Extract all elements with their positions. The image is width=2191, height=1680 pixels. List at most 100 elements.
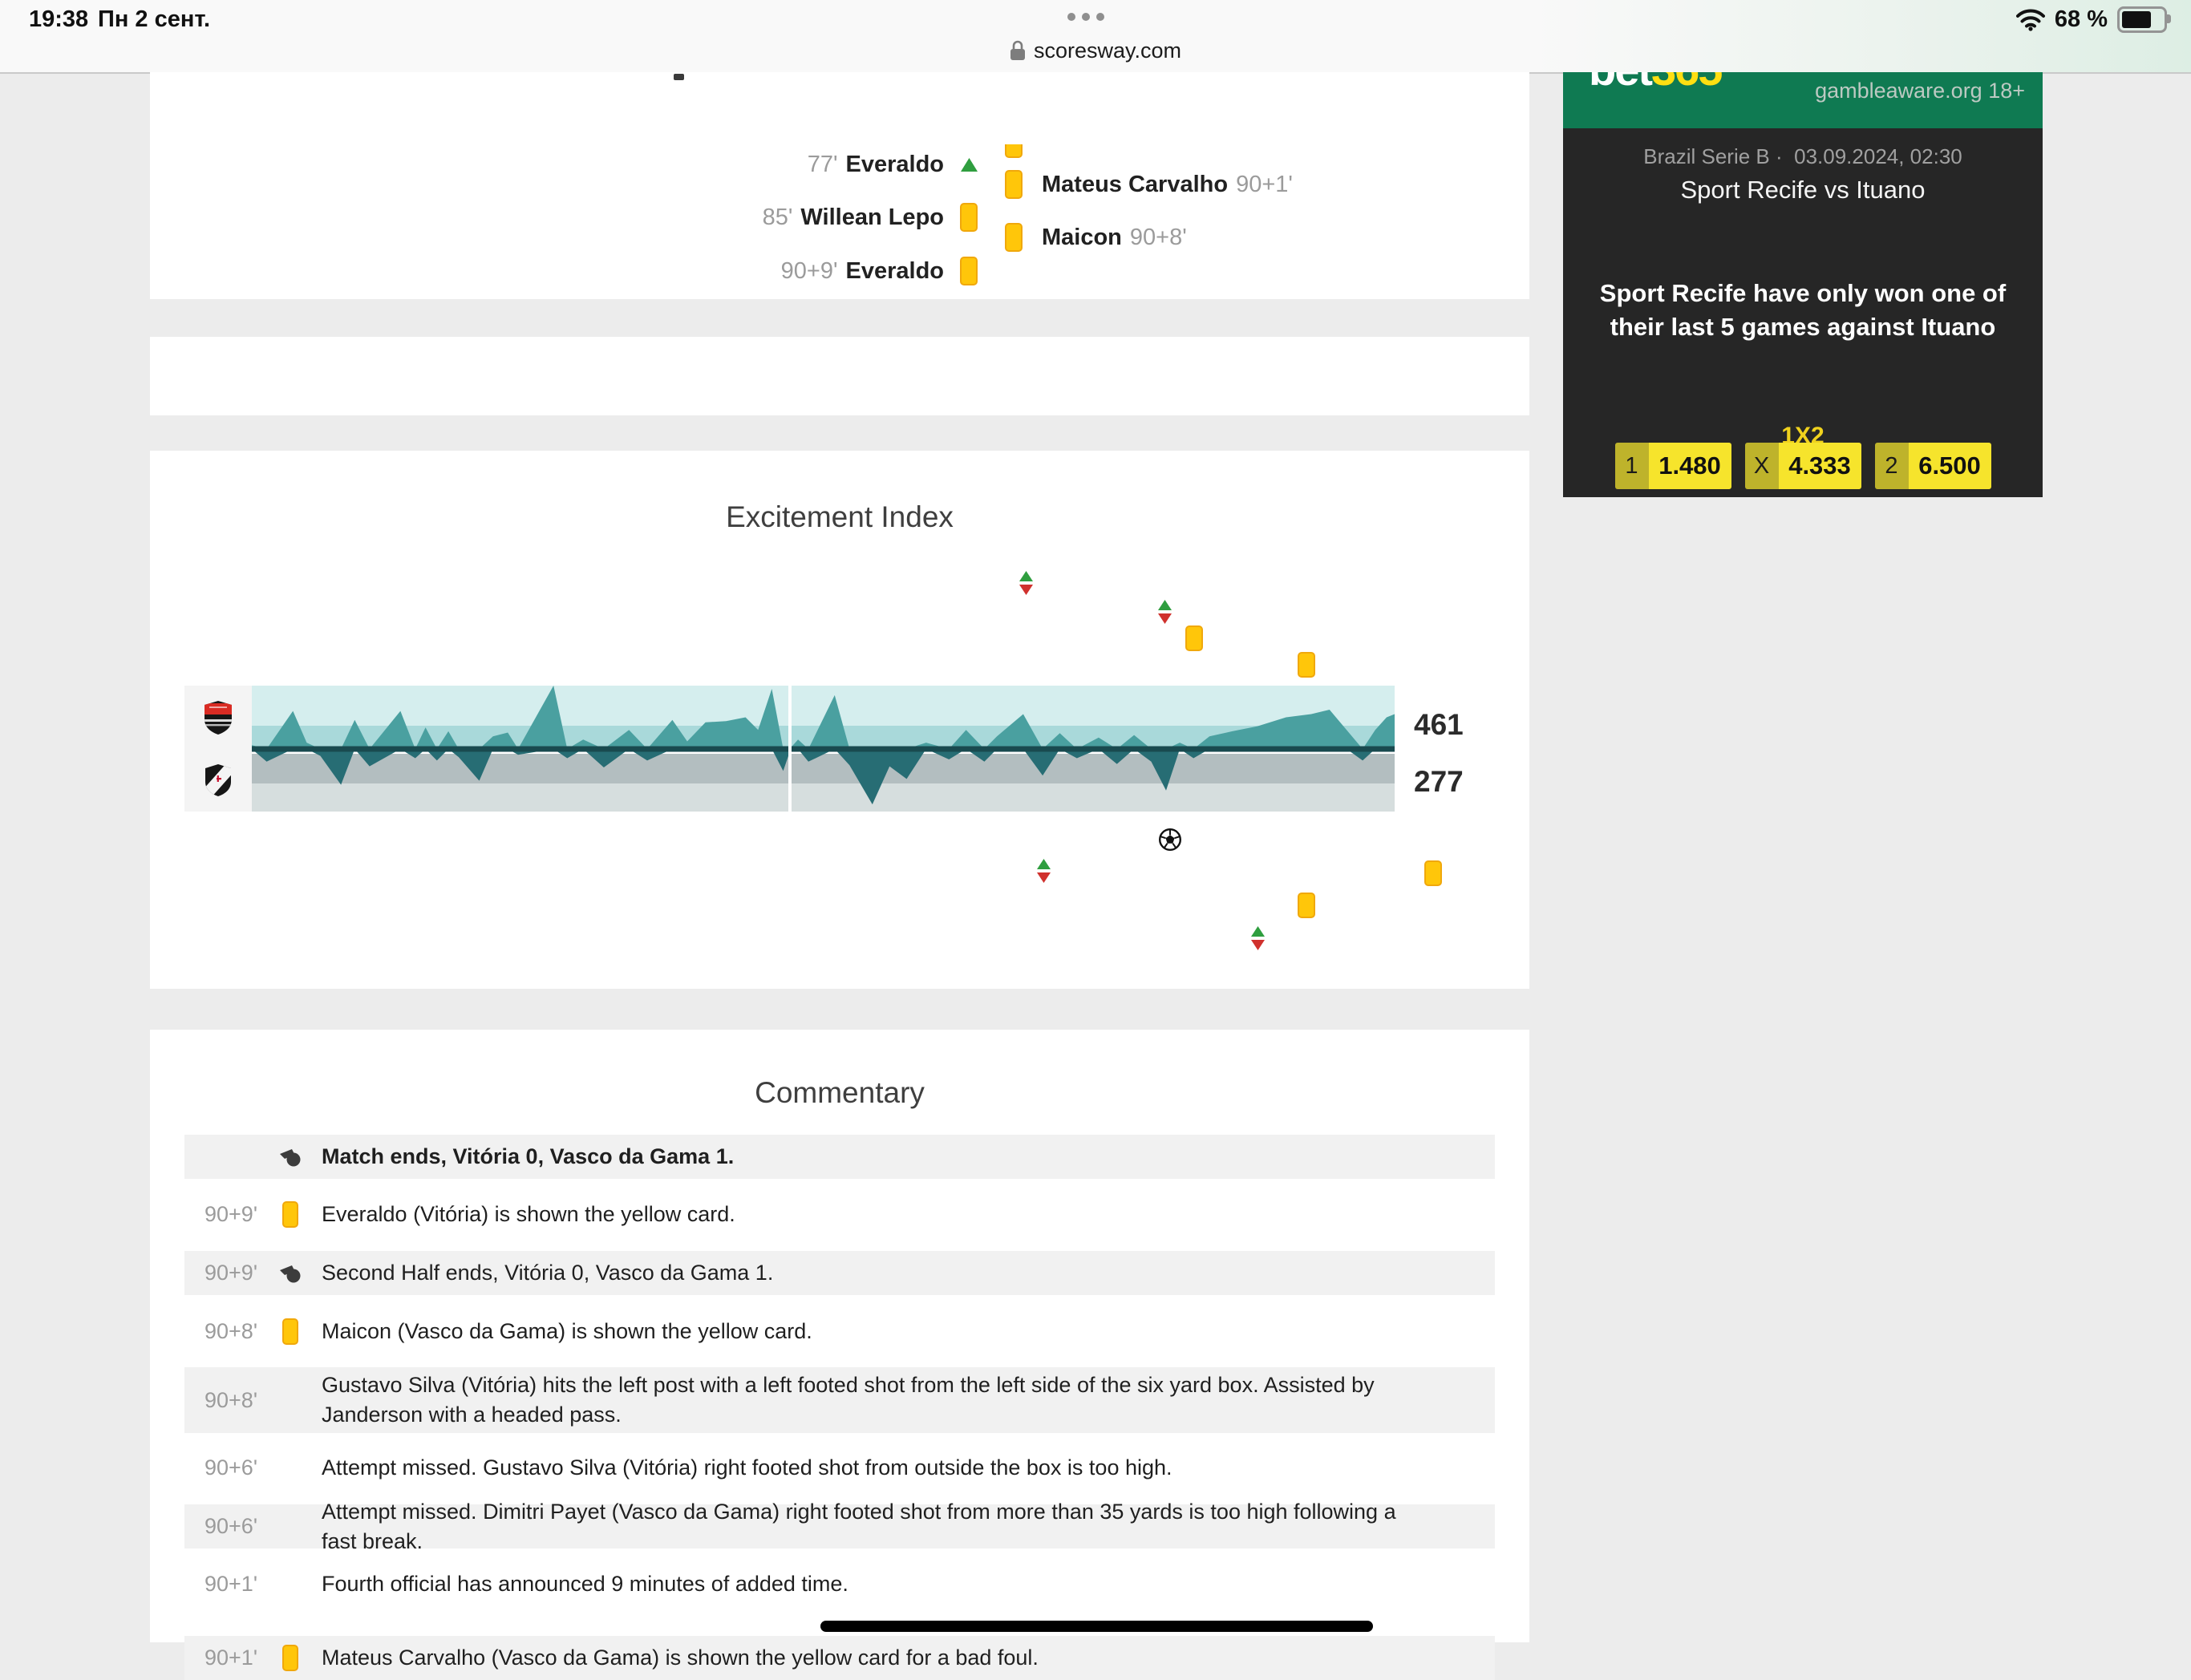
substitution-marker [1158,600,1172,629]
commentary-icon-slot [274,1645,306,1671]
event-time: 90+8' [1129,224,1187,250]
event-time: 90+1' [1236,171,1293,197]
yellow-card-icon [1005,223,1023,252]
event-row: Mateus Carvalho 90+1' [1005,167,1518,202]
commentary-row: 90+8' Maicon (Vasco da Gama) is shown the… [184,1310,1495,1354]
commentary-text: Match ends, Vitória 0, Vasco da Gama 1. [322,1144,735,1168]
team-logos-box [184,686,252,812]
yellow-card-marker [1298,652,1315,678]
event-player: Everaldo [845,257,945,284]
vitoria-logo [205,700,232,735]
commentary-icon-slot [274,1201,306,1228]
yellow-card-icon [1298,652,1315,678]
sub-on-icon [960,157,978,172]
ad-header: bet365 gambleaware.org 18+ [1563,72,2043,128]
commentary-row: 90+8' Gustavo Silva (Vitória) hits the le… [184,1367,1495,1433]
substitution-icon [1251,926,1265,950]
commentary-time: 90+8' [205,1319,257,1343]
commentary-text: Everaldo (Vitória) is shown the yellow c… [322,1202,735,1226]
whistle-icon [280,1148,301,1166]
event-player: Maicon [1042,224,1122,250]
odds-selection-label: 2 [1874,443,1909,489]
event-player: Willean Lepo [800,204,944,230]
halftime-divider [788,686,792,812]
goal-ball-icon [1158,828,1182,852]
odds-value: 6.500 [1908,443,1991,489]
commentary-title: Commentary [755,1076,925,1109]
yellow-card-icon [960,257,978,285]
commentary-text: Fourth official has announced 9 minutes … [322,1572,848,1596]
substitution-marker [1037,859,1051,888]
substitution-icon [1019,571,1033,595]
address-bar[interactable]: scoresway.com [0,34,2191,67]
ad-headline: Sport Recife have only won one of their … [1599,279,2007,341]
event-row: Maicon 90+8' [1005,220,1518,255]
bet365-logo: bet365 [1589,72,1723,95]
empty-content-strip [150,337,1529,415]
commentary-row: 90+6' Attempt missed. Gustavo Silva (Vitó… [184,1446,1495,1490]
yellow-card-marker [1424,860,1442,886]
yellow-card-marker [1298,893,1315,918]
lock-icon [1010,40,1025,60]
status-icons: 68 % [2015,6,2171,33]
wifi-icon [2015,9,2045,31]
yellow-card-icon [1185,625,1203,651]
odds-value: 1.480 [1648,443,1731,489]
yellow-card-icon [960,203,978,232]
commentary-row: 90+1' Mateus Carvalho (Vasco da Gama) is … [184,1636,1495,1680]
odds-button-1[interactable]: 1 1.480 [1614,443,1731,489]
commentary-row: 90+6' Attempt missed. Dimitri Payet (Vasc… [184,1500,1495,1553]
commentary-row: 90+1' Fourth official has announced 9 min… [184,1562,1495,1606]
whistle-icon [280,1265,301,1282]
home-excitement-value: 461 [1414,708,1464,741]
event-time: 85' [762,204,793,230]
url-text: scoresway.com [1033,38,1182,63]
commentary-row: 90+9' Everaldo (Vitória) is shown the yel… [184,1192,1495,1237]
bet365-ad[interactable]: bet365 gambleaware.org 18+ Brazil Serie … [1563,72,2043,497]
browser-chrome: 19:38 Пн 2 сент. scoresway.com 68 % [0,0,2191,74]
event-row: 90+9' Everaldo [471,253,984,289]
battery-percentage: 68 % [2054,6,2108,32]
yellow-card-icon [1298,893,1315,918]
yellow-card-icon [1005,170,1023,199]
substitution-marker [1019,571,1033,600]
commentary-row: 90+9' Second Half ends, Vitória 0, Vasco … [184,1251,1495,1295]
chart-band-lower-light [252,783,1395,812]
commentary-text: Mateus Carvalho (Vasco da Gama) is shown… [322,1646,1039,1670]
commentary-row: Match ends, Vitória 0, Vasco da Gama 1. [184,1135,1495,1179]
home-indicator[interactable] [820,1621,1373,1632]
commentary-icon-slot [274,1318,306,1345]
commentary-time: 90+8' [205,1387,257,1412]
event-row: 77' Everaldo [471,147,984,182]
yellow-card-icon [1424,860,1442,886]
goal-ball-marker [1158,828,1182,856]
commentary-text: Second Half ends, Vitória 0, Vasco da Ga… [322,1261,774,1285]
gambleaware-notice: gambleaware.org 18+ [1815,79,2025,103]
yellow-card-icon [282,1201,298,1228]
commentary-time: 90+1' [205,1572,257,1596]
commentary-icon-slot [274,1148,306,1167]
odds-button-x[interactable]: X 4.333 [1744,443,1861,489]
commentary-text: Attempt missed. Gustavo Silva (Vitória) … [322,1455,1172,1480]
away-excitement-value: 277 [1414,765,1464,798]
substitution-icon [1158,600,1172,624]
event-player: Mateus Carvalho [1042,171,1229,197]
yellow-card-icon [282,1645,298,1671]
event-player: Everaldo [845,151,945,177]
ad-odds-row: 1 1.480 X 4.333 2 6.500 [1563,443,2043,489]
excitement-index-title: Excitement Index [726,500,954,533]
commentary-time: 90+6' [205,1455,257,1480]
event-time: 77' [807,151,838,177]
page-menu-dots-icon[interactable] [1067,13,1104,21]
ad-body: Brazil Serie B · 03.09.2024, 02:30 Sport… [1563,128,2043,497]
odds-selection-label: 1 [1614,443,1649,489]
odds-button-2[interactable]: 2 6.500 [1874,443,1991,489]
event-time: 90+9' [780,257,838,284]
clipped-event-text-fragment [674,74,684,80]
substitution-icon [1037,859,1051,883]
commentary-icon-slot [274,1264,306,1283]
commentary-time: 90+9' [205,1261,257,1285]
commentary-text: Gustavo Silva (Vitória) hits the left po… [322,1373,1375,1427]
odds-value: 4.333 [1778,443,1861,489]
odds-selection-label: X [1744,443,1779,489]
